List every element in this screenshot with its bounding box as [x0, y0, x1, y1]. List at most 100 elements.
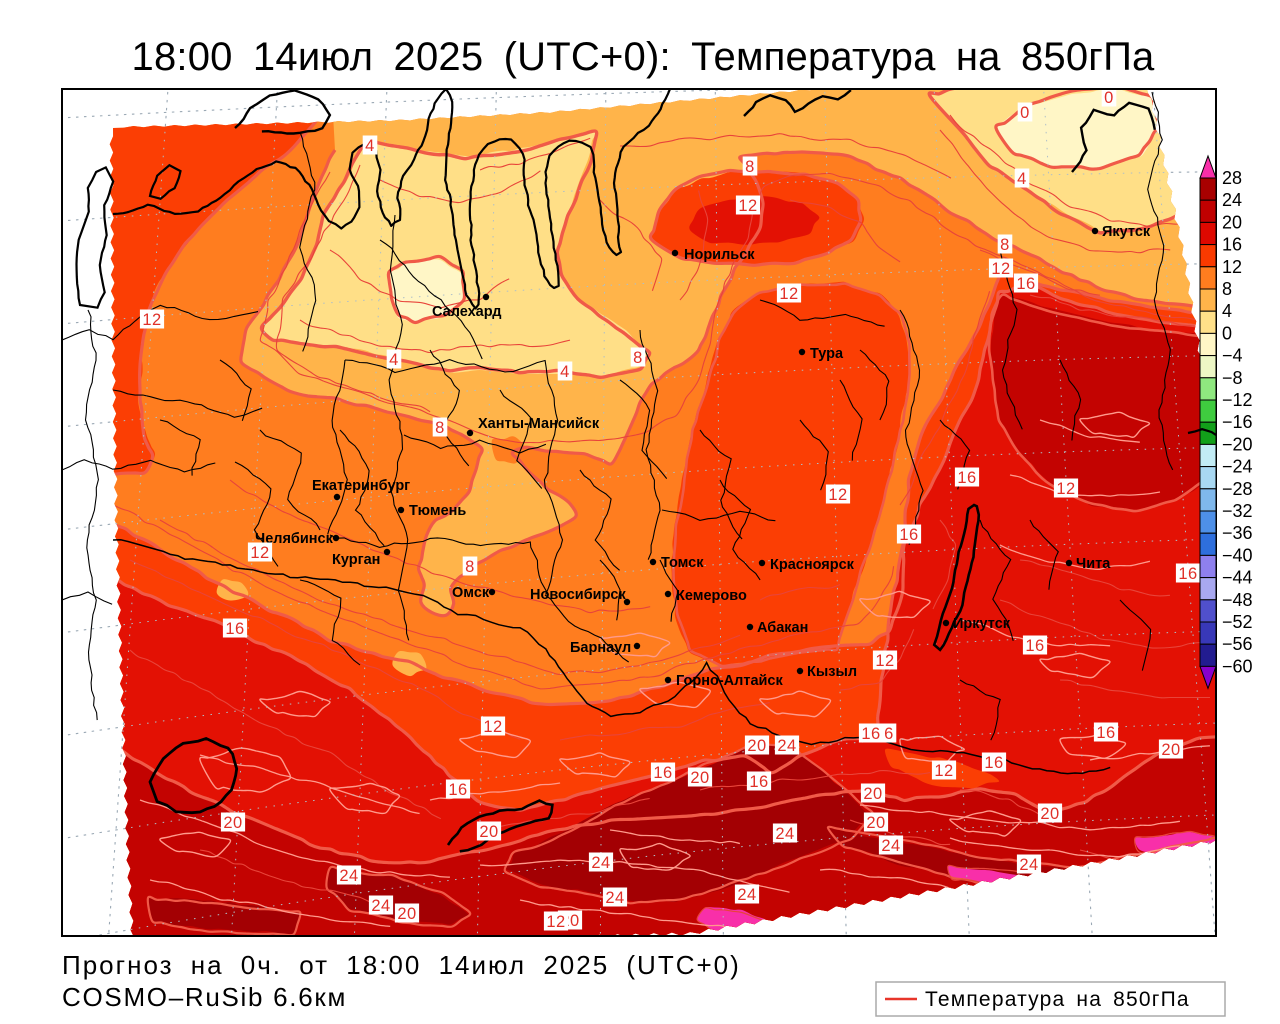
svg-text:8: 8 — [633, 349, 643, 367]
svg-text:Тюмень: Тюмень — [409, 503, 466, 519]
svg-text:24: 24 — [1222, 190, 1242, 210]
svg-text:Тура: Тура — [810, 346, 844, 362]
svg-text:4: 4 — [560, 363, 570, 381]
svg-text:20: 20 — [863, 785, 882, 803]
svg-text:20: 20 — [1040, 805, 1059, 823]
svg-text:−20: −20 — [1222, 434, 1253, 454]
svg-text:−32: −32 — [1222, 501, 1253, 521]
svg-text:Кызыл: Кызыл — [807, 664, 857, 680]
svg-text:12: 12 — [934, 762, 953, 780]
svg-text:Кемерово: Кемерово — [676, 588, 747, 604]
svg-text:24: 24 — [605, 889, 624, 907]
svg-text:20: 20 — [866, 814, 885, 832]
svg-text:0: 0 — [1020, 104, 1030, 122]
svg-text:12: 12 — [250, 544, 269, 562]
svg-text:0: 0 — [1104, 89, 1114, 107]
svg-text:Абакан: Абакан — [757, 620, 808, 636]
svg-text:Якутск: Якутск — [1102, 224, 1151, 240]
svg-text:16: 16 — [749, 773, 768, 791]
svg-text:−52: −52 — [1222, 612, 1253, 632]
svg-text:24: 24 — [371, 897, 390, 915]
svg-text:20: 20 — [747, 737, 766, 755]
svg-text:8: 8 — [1000, 236, 1010, 254]
svg-text:16: 16 — [984, 754, 1003, 772]
svg-text:24: 24 — [881, 837, 900, 855]
svg-text:24: 24 — [591, 854, 610, 872]
svg-text:−44: −44 — [1222, 568, 1253, 588]
svg-text:12: 12 — [738, 197, 757, 215]
svg-text:−40: −40 — [1222, 545, 1253, 565]
svg-text:4: 4 — [1017, 170, 1027, 188]
svg-text:16: 16 — [653, 764, 672, 782]
svg-text:−36: −36 — [1222, 523, 1253, 543]
svg-text:Барнаул: Барнаул — [570, 640, 631, 656]
svg-text:COSMO–RuSib 6.6км: COSMO–RuSib 6.6км — [62, 982, 347, 1012]
svg-text:Челябинск: Челябинск — [255, 531, 334, 547]
svg-text:8: 8 — [435, 419, 445, 437]
svg-text:16: 16 — [1222, 235, 1242, 255]
svg-text:12: 12 — [991, 260, 1010, 278]
svg-text:20: 20 — [1161, 741, 1180, 759]
svg-text:24: 24 — [775, 825, 794, 843]
svg-text:4: 4 — [1222, 301, 1232, 321]
svg-text:12: 12 — [828, 486, 847, 504]
svg-text:16: 16 — [1096, 724, 1115, 742]
svg-text:16: 16 — [225, 620, 244, 638]
svg-text:−4: −4 — [1222, 346, 1243, 366]
svg-text:Екатеринбург: Екатеринбург — [312, 478, 410, 494]
svg-text:Омск: Омск — [452, 585, 490, 601]
svg-text:12: 12 — [483, 718, 502, 736]
svg-text:8: 8 — [745, 158, 755, 176]
svg-text:0: 0 — [1222, 323, 1232, 343]
svg-text:Прогноз на 0ч. от 18:00 14июл: Прогноз на 0ч. от 18:00 14июл 2025 (UTC+… — [62, 950, 741, 980]
svg-text:24: 24 — [737, 886, 756, 904]
svg-text:Горно-Алтайск: Горно-Алтайск — [676, 673, 783, 689]
svg-text:16: 16 — [1016, 275, 1035, 293]
svg-text:24: 24 — [777, 737, 796, 755]
svg-text:4: 4 — [365, 137, 375, 155]
svg-text:6: 6 — [884, 725, 894, 743]
svg-text:20: 20 — [479, 823, 498, 841]
svg-text:24: 24 — [1019, 856, 1038, 874]
svg-text:−16: −16 — [1222, 412, 1253, 432]
svg-text:−12: −12 — [1222, 390, 1253, 410]
svg-text:Курган: Курган — [332, 552, 380, 568]
svg-text:−56: −56 — [1222, 634, 1253, 654]
svg-text:Новосибирск: Новосибирск — [530, 587, 626, 603]
svg-text:4: 4 — [389, 351, 399, 369]
svg-text:20: 20 — [397, 905, 416, 923]
svg-text:20: 20 — [690, 769, 709, 787]
svg-text:−8: −8 — [1222, 368, 1243, 388]
svg-text:12: 12 — [142, 311, 161, 329]
svg-text:Норильск: Норильск — [684, 247, 755, 263]
svg-text:−28: −28 — [1222, 479, 1253, 499]
svg-text:8: 8 — [465, 558, 475, 576]
svg-text:16: 16 — [861, 725, 880, 743]
svg-text:Томск: Томск — [661, 555, 704, 571]
svg-text:−48: −48 — [1222, 590, 1253, 610]
svg-text:20: 20 — [223, 814, 242, 832]
svg-text:18:00 14июл 2025 (UTC+0): Темп: 18:00 14июл 2025 (UTC+0): Температура на… — [132, 35, 1156, 79]
svg-text:Чита: Чита — [1076, 556, 1111, 572]
svg-text:Красноярск: Красноярск — [770, 557, 855, 573]
svg-text:16: 16 — [957, 469, 976, 487]
svg-text:12: 12 — [1222, 257, 1242, 277]
svg-text:16: 16 — [899, 526, 918, 544]
svg-text:12: 12 — [779, 285, 798, 303]
svg-text:16: 16 — [448, 781, 467, 799]
svg-text:12: 12 — [875, 652, 894, 670]
svg-text:−24: −24 — [1222, 457, 1253, 477]
svg-text:28: 28 — [1222, 168, 1242, 188]
svg-text:20: 20 — [1222, 212, 1242, 232]
svg-text:16: 16 — [1178, 565, 1197, 583]
svg-text:Иркутск: Иркутск — [953, 616, 1011, 632]
svg-text:24: 24 — [339, 867, 358, 885]
svg-text:Ханты-Мансийск: Ханты-Мансийск — [478, 416, 600, 432]
svg-text:Салехард: Салехард — [432, 304, 501, 320]
svg-text:8: 8 — [1222, 279, 1232, 299]
svg-text:12: 12 — [546, 913, 565, 931]
svg-text:16: 16 — [1025, 637, 1044, 655]
svg-text:−60: −60 — [1222, 656, 1253, 676]
svg-text:Температура на 850гПа: Температура на 850гПа — [925, 988, 1190, 1011]
svg-text:12: 12 — [1056, 480, 1075, 498]
